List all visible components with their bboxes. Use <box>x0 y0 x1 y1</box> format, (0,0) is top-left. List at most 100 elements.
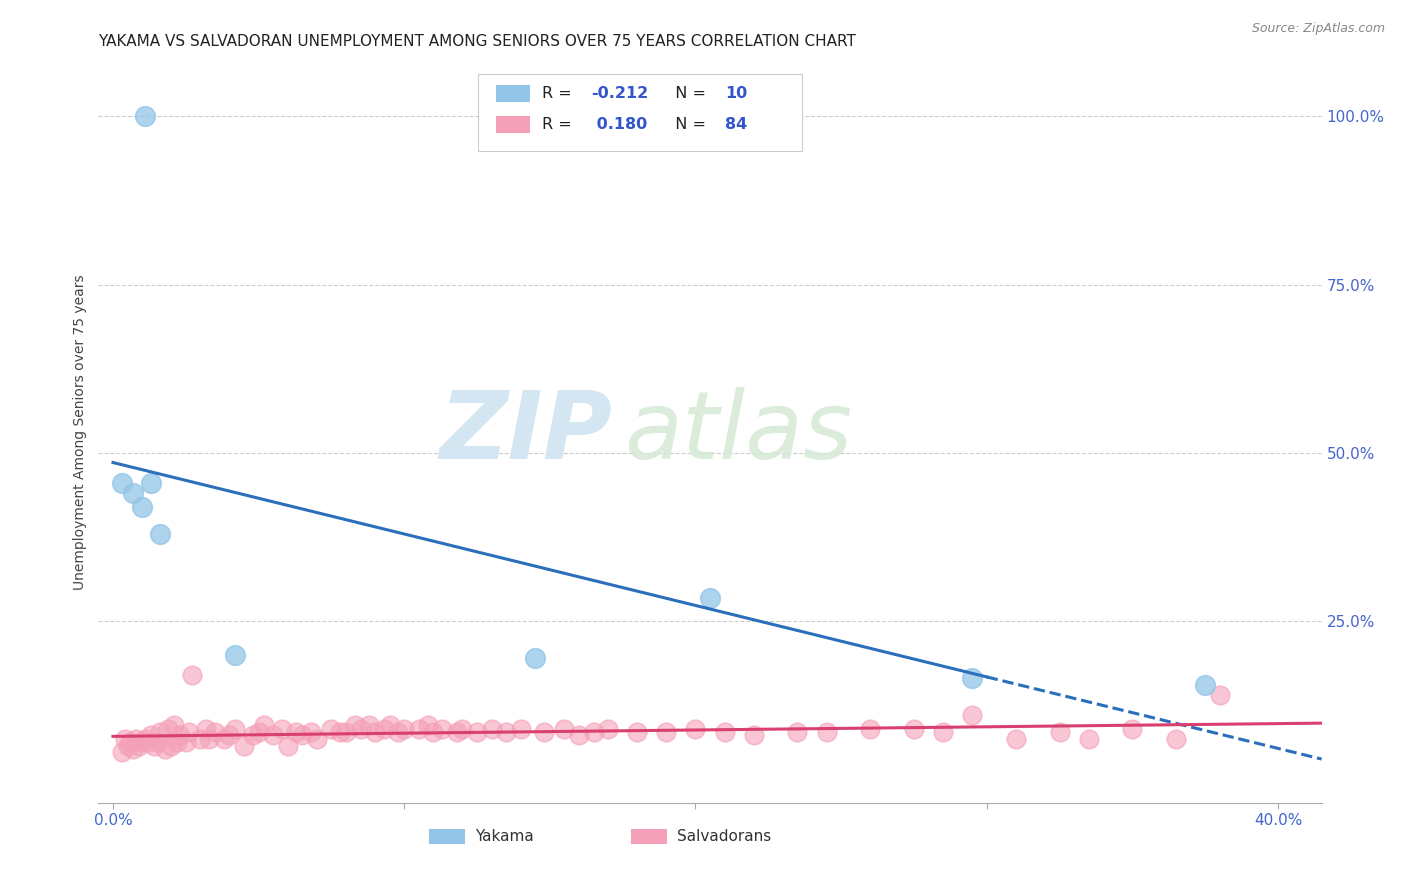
Point <box>329 725 352 739</box>
Point <box>655 725 678 739</box>
Y-axis label: Unemployment Among Seniors over 75 years: Unemployment Among Seniors over 75 years <box>73 275 87 591</box>
Point <box>291 729 314 743</box>
Point <box>343 718 366 732</box>
Point <box>378 718 401 732</box>
Point <box>422 725 444 739</box>
Point <box>160 739 183 753</box>
Point <box>134 731 156 746</box>
Point <box>122 486 145 500</box>
Point <box>1208 688 1232 702</box>
Point <box>139 476 162 491</box>
Point <box>233 739 256 753</box>
Point <box>1004 731 1026 746</box>
Point <box>262 729 284 743</box>
Point <box>247 725 270 739</box>
Point <box>149 725 172 739</box>
FancyBboxPatch shape <box>496 86 530 102</box>
Text: 10: 10 <box>724 86 747 101</box>
Point <box>465 725 488 739</box>
Point <box>598 722 620 736</box>
Point <box>195 722 218 736</box>
Point <box>212 731 235 746</box>
FancyBboxPatch shape <box>478 73 801 152</box>
Point <box>359 718 381 732</box>
Point <box>166 735 188 749</box>
Text: Source: ZipAtlas.com: Source: ZipAtlas.com <box>1251 22 1385 36</box>
Point <box>188 731 212 746</box>
Point <box>742 729 765 743</box>
Point <box>157 722 180 736</box>
Point <box>204 725 226 739</box>
Point <box>626 725 648 739</box>
Point <box>373 722 395 736</box>
Point <box>387 725 409 739</box>
Point <box>364 725 387 739</box>
Point <box>815 725 838 739</box>
Point <box>270 722 294 736</box>
Point <box>960 708 983 723</box>
Point <box>131 735 153 749</box>
Point <box>495 725 517 739</box>
Text: R =: R = <box>543 117 578 132</box>
Text: ZIP: ZIP <box>439 386 612 479</box>
Point <box>582 725 605 739</box>
Point <box>349 722 371 736</box>
Point <box>163 718 186 732</box>
Point <box>174 735 197 749</box>
FancyBboxPatch shape <box>630 829 668 844</box>
Point <box>198 731 221 746</box>
Point <box>277 739 299 753</box>
Point <box>416 718 439 732</box>
Point <box>481 722 503 736</box>
Point <box>932 725 955 739</box>
Point <box>568 729 591 743</box>
Point <box>134 109 156 123</box>
Point <box>713 725 735 739</box>
Point <box>139 729 162 743</box>
Point <box>218 729 240 743</box>
Point <box>446 725 468 739</box>
Point <box>155 742 177 756</box>
Text: N =: N = <box>665 86 711 101</box>
Text: 84: 84 <box>724 117 747 132</box>
Point <box>1194 678 1216 692</box>
Point <box>180 668 202 682</box>
Point <box>114 731 136 746</box>
Point <box>122 742 145 756</box>
FancyBboxPatch shape <box>429 829 465 844</box>
Point <box>859 722 882 736</box>
Point <box>117 739 139 753</box>
Point <box>786 725 808 739</box>
Point <box>553 722 575 736</box>
Point <box>685 722 707 736</box>
FancyBboxPatch shape <box>496 117 530 133</box>
Text: atlas: atlas <box>624 387 852 478</box>
Point <box>136 735 159 749</box>
Point <box>305 731 328 746</box>
Point <box>394 722 416 736</box>
Point <box>120 735 142 749</box>
Text: R =: R = <box>543 86 578 101</box>
Text: Salvadorans: Salvadorans <box>678 829 772 844</box>
Point <box>699 591 721 605</box>
Point <box>128 739 150 753</box>
Text: N =: N = <box>665 117 711 132</box>
Text: -0.212: -0.212 <box>592 86 648 101</box>
Point <box>125 731 148 746</box>
Point <box>321 722 343 736</box>
Point <box>1164 731 1187 746</box>
Point <box>242 729 264 743</box>
Text: 0.180: 0.180 <box>592 117 648 132</box>
Point <box>131 500 153 514</box>
Point <box>1121 722 1143 736</box>
Point <box>177 725 200 739</box>
Text: YAKAMA VS SALVADORAN UNEMPLOYMENT AMONG SENIORS OVER 75 YEARS CORRELATION CHART: YAKAMA VS SALVADORAN UNEMPLOYMENT AMONG … <box>98 34 856 49</box>
Point <box>224 648 246 662</box>
Point <box>960 671 983 685</box>
Point <box>430 722 453 736</box>
Point <box>169 729 191 743</box>
Point <box>408 722 430 736</box>
Point <box>285 725 308 739</box>
Point <box>111 476 134 491</box>
Text: Yakama: Yakama <box>475 829 534 844</box>
